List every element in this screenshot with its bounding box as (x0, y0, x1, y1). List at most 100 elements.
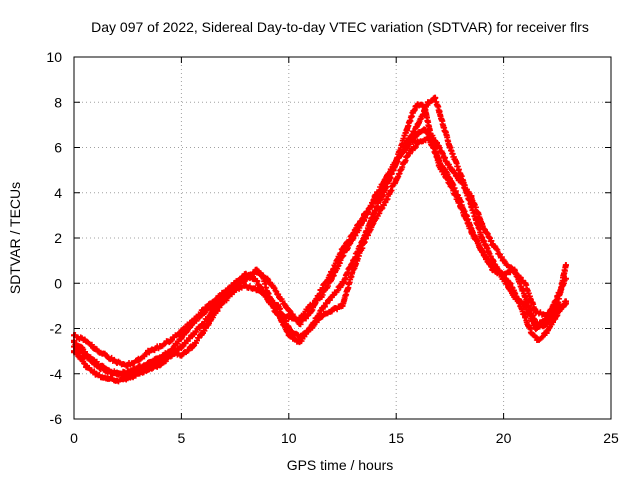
data-point (253, 277, 260, 284)
data-point (156, 354, 163, 361)
y-tick-label: 2 (54, 230, 62, 246)
data-point (328, 268, 335, 275)
data-point (522, 280, 529, 287)
data-point (146, 359, 153, 366)
data-point (414, 101, 421, 108)
y-tick-label: 0 (54, 275, 62, 291)
data-point (511, 293, 518, 300)
data-point (92, 361, 99, 368)
x-tick-label: 0 (70, 430, 78, 446)
data-point (427, 130, 434, 137)
data-point (307, 325, 314, 332)
data-point (421, 103, 428, 110)
data-point (253, 287, 260, 294)
data-point (242, 282, 249, 289)
data-point (285, 307, 292, 314)
data-point (449, 167, 456, 174)
data-point (382, 180, 389, 187)
data-point (103, 375, 110, 382)
data-point (434, 139, 441, 146)
data-point (189, 343, 196, 350)
data-point (393, 176, 400, 183)
data-point (425, 135, 432, 142)
x-tick-label: 15 (388, 430, 404, 446)
data-point (468, 225, 475, 232)
data-point (124, 361, 131, 368)
data-point (307, 309, 314, 316)
data-point (534, 336, 541, 343)
data-point (489, 241, 496, 248)
data-point (296, 320, 303, 327)
data-point (440, 153, 447, 160)
y-tick-label: -4 (50, 366, 63, 382)
data-point (253, 268, 260, 275)
data-point (522, 293, 529, 300)
data-point (479, 221, 486, 228)
data-point (146, 348, 153, 355)
data-point (500, 271, 507, 278)
data-point (532, 320, 539, 327)
data-point (103, 352, 110, 359)
data-point (296, 334, 303, 341)
data-point (431, 94, 438, 101)
data-point (511, 266, 518, 273)
marker-path (71, 94, 569, 385)
data-point (318, 314, 325, 321)
data-point (457, 171, 464, 178)
data-point (210, 298, 217, 305)
data-point (285, 325, 292, 332)
data-point (403, 126, 410, 133)
data-point (178, 334, 185, 341)
y-tick-label: 6 (54, 140, 62, 156)
data-point (156, 361, 163, 368)
data-point (328, 307, 335, 314)
data-point (414, 139, 421, 146)
data-point (393, 158, 400, 165)
chart-title: Day 097 of 2022, Sidereal Day-to-day VTE… (91, 19, 589, 35)
data-point (264, 275, 271, 282)
data-point (339, 246, 346, 253)
data-point (421, 126, 428, 133)
data-point (92, 370, 99, 377)
series-track-a (71, 126, 569, 381)
data-point (113, 370, 120, 377)
data-point (436, 108, 443, 115)
data-point (479, 235, 486, 241)
data-point (81, 336, 88, 343)
data-point (81, 352, 88, 359)
data-point (210, 311, 217, 318)
data-point (232, 287, 239, 294)
data-point (232, 280, 239, 287)
data-point (371, 216, 378, 223)
data-point (135, 363, 142, 370)
data-point (562, 275, 569, 282)
data-point (275, 302, 282, 309)
data-point (425, 99, 432, 106)
data-point (199, 307, 206, 314)
data-point (318, 307, 325, 314)
data-point (360, 212, 367, 219)
data-point (414, 121, 421, 128)
data-point (479, 248, 486, 255)
data-point (285, 332, 292, 339)
data-point (414, 130, 421, 137)
data-point (436, 158, 443, 165)
y-tick-label: -2 (50, 321, 63, 337)
y-tick-label: -6 (50, 411, 63, 427)
data-point (189, 332, 196, 339)
data-point (167, 348, 174, 355)
data-point (528, 330, 535, 337)
data-point (113, 359, 120, 366)
data-point (554, 293, 561, 300)
y-tick-label: 4 (54, 185, 62, 201)
data-point (339, 302, 346, 309)
data-point (543, 330, 550, 337)
data-point (522, 314, 529, 321)
data-point (554, 307, 561, 314)
x-tick-label: 5 (178, 430, 186, 446)
data-point (146, 366, 153, 373)
y-tick-label: 10 (46, 49, 62, 65)
data-point (543, 316, 550, 323)
data-point (371, 207, 378, 214)
